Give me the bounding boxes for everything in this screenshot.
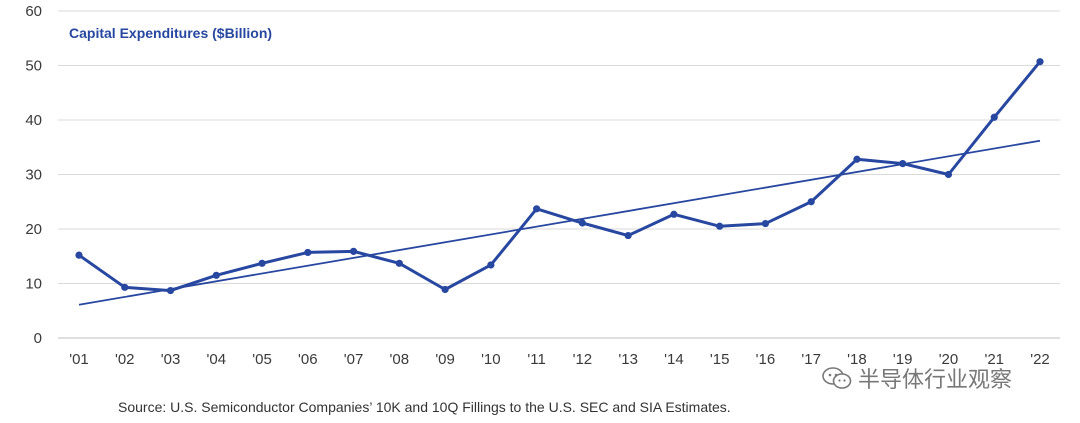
x-tick-label: '16 [756, 351, 776, 368]
data-point [716, 222, 724, 230]
data-point [212, 271, 220, 279]
x-tick-label: '06 [298, 351, 318, 368]
source-note: Source: U.S. Semiconductor Companies’ 10… [118, 399, 731, 415]
trend-line [78, 139, 1041, 306]
series-layer [75, 58, 1044, 306]
x-tick-label: '17 [801, 351, 821, 368]
x-tick-label: '14 [664, 351, 684, 368]
x-tick-label: '02 [115, 351, 135, 368]
y-tick-label: 20 [25, 221, 42, 238]
x-tick-label: '11 [527, 351, 545, 368]
x-tick-label: '19 [893, 351, 913, 368]
data-point [670, 210, 678, 218]
data-point [304, 248, 312, 257]
y-tick-label: 50 [25, 58, 42, 75]
x-tick-label: '20 [939, 351, 959, 368]
x-tick-label: '09 [435, 351, 455, 368]
data-point [1036, 58, 1044, 66]
chart-title: Capital Expenditures ($Billion) [69, 25, 272, 41]
data-point [395, 259, 403, 267]
x-tick-label: '07 [344, 351, 364, 368]
x-tick-label: '10 [481, 351, 501, 368]
x-tick-label: '15 [710, 351, 730, 368]
data-point [441, 285, 449, 294]
data-point [807, 198, 815, 206]
y-tick-label: 40 [25, 112, 42, 129]
x-tick-label: '22 [1030, 351, 1050, 368]
x-tick-label: '13 [618, 351, 638, 368]
data-point [990, 113, 998, 121]
x-tick-label: '12 [573, 351, 593, 368]
series-line-capex [77, 60, 1042, 293]
data-point [487, 261, 495, 269]
y-tick-label: 60 [25, 3, 42, 20]
data-point [624, 231, 632, 240]
y-tick-label: 10 [25, 276, 42, 293]
data-point [75, 251, 83, 259]
x-tick-label: '21 [984, 351, 1004, 368]
grid-lines [58, 10, 1060, 339]
x-tick-label: '03 [161, 351, 181, 368]
data-point [349, 247, 358, 255]
data-point [944, 170, 953, 179]
data-point [533, 205, 541, 213]
data-point [761, 219, 770, 228]
x-axis-ticks: '01 '02 '03 '04 '05 '06 '07 '08 '09 '10 '11 '12 '13 '… [69, 351, 1050, 368]
x-tick-label: '01 [69, 351, 89, 368]
watermark: 半导体行业观察 [822, 362, 1012, 394]
x-tick-label: '04 [207, 351, 227, 368]
y-tick-label: 0 [34, 330, 42, 347]
x-tick-label: '08 [390, 351, 410, 368]
data-point [853, 155, 861, 163]
wechat-icon [822, 367, 852, 389]
data-point [578, 219, 586, 227]
y-axis-ticks: 0 10 20 30 40 50 60 [25, 3, 42, 347]
watermark-text: 半导体行业观察 [858, 368, 1013, 393]
x-tick-label: '18 [847, 351, 867, 368]
y-tick-label: 30 [25, 167, 42, 184]
data-point [899, 160, 907, 168]
data-point [166, 286, 175, 295]
x-tick-label: '05 [252, 351, 272, 368]
data-point [121, 283, 129, 291]
data-point [258, 259, 266, 267]
